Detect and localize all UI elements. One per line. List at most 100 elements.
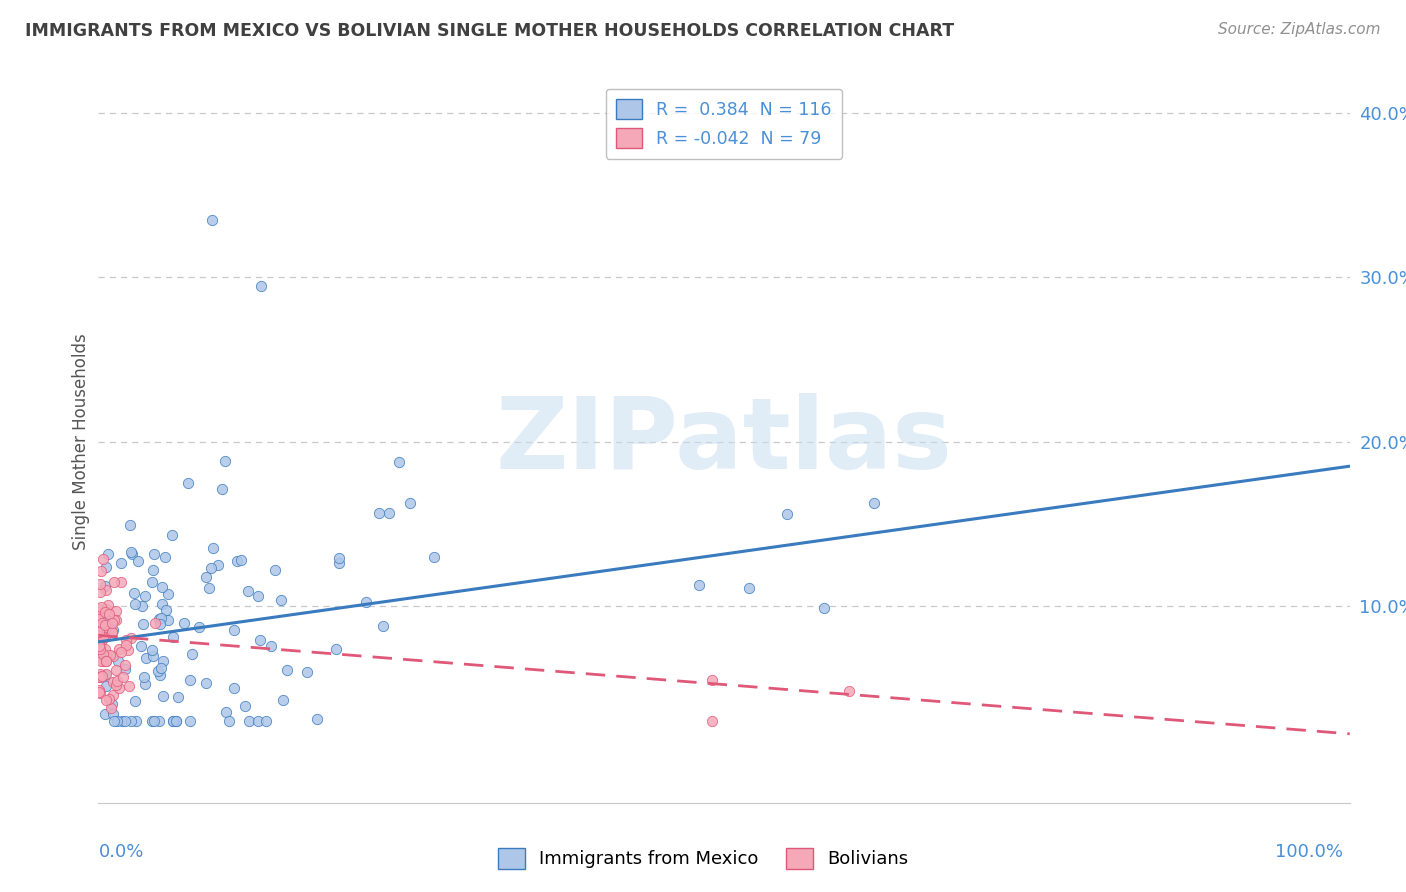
Point: [105, 673, 128, 688]
Point: [104, 678, 127, 692]
Point: [177, 475, 200, 490]
Point: [94, 679, 117, 693]
Point: [89, 669, 111, 683]
Point: [89, 683, 111, 698]
Point: [93, 648, 115, 662]
Point: [101, 623, 124, 637]
Point: [141, 642, 163, 657]
Point: [143, 547, 166, 561]
Point: [356, 595, 378, 609]
Point: [246, 589, 269, 603]
Point: [155, 603, 177, 617]
Point: [98, 648, 121, 663]
Point: [89, 585, 111, 599]
Point: [271, 693, 294, 707]
Point: [152, 580, 174, 594]
Point: [838, 684, 860, 698]
Point: [367, 506, 389, 520]
Point: [94, 654, 117, 668]
Point: [91, 624, 114, 638]
Point: [87, 639, 110, 653]
Point: [100, 701, 122, 715]
Point: [328, 557, 350, 571]
Point: [111, 714, 134, 728]
Point: [776, 508, 799, 522]
Point: [142, 563, 165, 577]
Point: [87, 624, 110, 639]
Point: [700, 714, 723, 728]
Point: [246, 714, 269, 728]
Point: [179, 673, 201, 687]
Point: [89, 670, 111, 684]
Point: [688, 577, 710, 591]
Point: [101, 697, 124, 711]
Point: [118, 518, 141, 533]
Point: [87, 633, 110, 648]
Point: [93, 707, 115, 722]
Point: [105, 714, 128, 728]
Point: [94, 617, 117, 632]
Point: [97, 598, 120, 612]
Point: [87, 608, 110, 623]
Point: [103, 675, 125, 690]
Point: [107, 654, 129, 668]
Point: [93, 626, 115, 640]
Point: [250, 278, 273, 293]
Point: [157, 587, 180, 601]
Point: [110, 556, 132, 570]
Point: [105, 604, 128, 618]
Point: [214, 454, 236, 468]
Point: [118, 679, 141, 693]
Point: [813, 601, 835, 615]
Point: [131, 617, 153, 632]
Legend: R =  0.384  N = 116, R = -0.042  N = 79: R = 0.384 N = 116, R = -0.042 N = 79: [606, 89, 842, 159]
Point: [378, 507, 401, 521]
Point: [179, 714, 201, 728]
Point: [141, 574, 163, 589]
Point: [238, 714, 260, 728]
Point: [94, 605, 117, 619]
Point: [129, 640, 152, 654]
Point: [194, 676, 217, 690]
Point: [162, 528, 184, 542]
Text: 0.0%: 0.0%: [98, 843, 143, 861]
Point: [101, 706, 124, 721]
Point: [111, 670, 134, 684]
Point: [87, 670, 110, 684]
Point: [89, 685, 111, 699]
Point: [100, 625, 122, 640]
Point: [103, 574, 125, 589]
Point: [120, 714, 142, 728]
Point: [87, 628, 110, 642]
Legend: Immigrants from Mexico, Bolivians: Immigrants from Mexico, Bolivians: [491, 840, 915, 876]
Point: [162, 631, 184, 645]
Point: [150, 598, 173, 612]
Point: [149, 611, 172, 625]
Point: [101, 616, 124, 631]
Point: [87, 602, 110, 616]
Point: [132, 669, 155, 683]
Point: [91, 654, 114, 668]
Point: [90, 669, 112, 683]
Point: [195, 569, 218, 583]
Point: [114, 662, 136, 676]
Point: [135, 650, 157, 665]
Point: [91, 648, 114, 662]
Point: [231, 552, 253, 566]
Point: [89, 576, 111, 591]
Point: [124, 694, 146, 708]
Point: [264, 563, 287, 577]
Point: [87, 641, 110, 656]
Point: [249, 632, 271, 647]
Point: [120, 631, 142, 645]
Point: [328, 551, 350, 566]
Point: [103, 613, 125, 627]
Point: [97, 548, 120, 562]
Point: [90, 654, 112, 668]
Point: [94, 602, 117, 616]
Point: [222, 681, 245, 695]
Point: [110, 575, 132, 590]
Point: [93, 668, 115, 682]
Point: [96, 654, 118, 668]
Point: [863, 496, 886, 510]
